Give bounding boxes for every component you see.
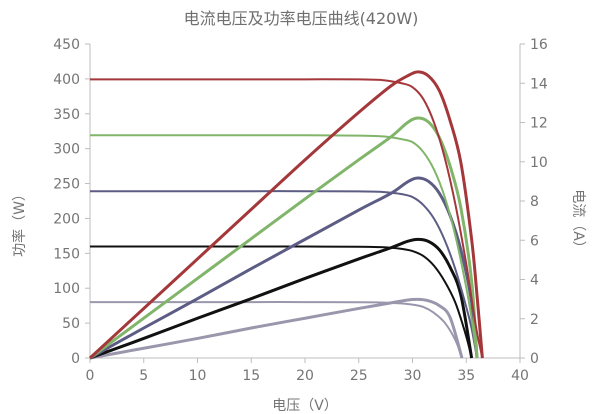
- y-right-tick-label: 10: [530, 155, 548, 171]
- y-right-tick-label: 4: [530, 273, 539, 289]
- y-right-axis-title: 电流（A）: [570, 189, 586, 255]
- axes: [85, 43, 525, 363]
- y-left-tick-label: 200: [53, 211, 80, 227]
- chart-title: 电流电压及功率电压曲线(420W): [184, 9, 419, 28]
- power-curve-0: [88, 70, 484, 360]
- y-right-tick-label: 6: [530, 233, 539, 249]
- current-curve-2: [89, 190, 478, 359]
- power-curve-4: [89, 297, 464, 360]
- y-left-tick-labels: 0 50 100 150 200 250 300 350 400 450: [53, 37, 80, 367]
- series-2: [89, 176, 479, 360]
- y-left-tick-label: 400: [53, 72, 80, 88]
- x-tick-label: 0: [86, 368, 95, 384]
- power-curve-3: [89, 237, 474, 360]
- y-right-tick-label: 14: [530, 76, 548, 92]
- x-tick-label: 20: [296, 368, 314, 384]
- y-right-tick-label: 2: [530, 312, 539, 328]
- current-curve-3: [90, 245, 473, 359]
- series-4: [89, 297, 464, 360]
- x-tick-label: 25: [350, 368, 368, 384]
- y-right-tick-label: 12: [530, 116, 548, 132]
- power-curve-2: [89, 176, 479, 360]
- y-right-tick-label: 16: [530, 37, 548, 53]
- y-left-tick-label: 100: [53, 281, 80, 297]
- power-curve-1: [89, 116, 479, 360]
- series-3: [89, 237, 474, 360]
- y-left-tick-label: 350: [53, 107, 80, 123]
- x-tick-label: 30: [404, 368, 422, 384]
- y-left-tick-label: 50: [62, 316, 80, 332]
- x-tick-labels: 0 5 10 15 20 25 30 35 40: [86, 368, 529, 384]
- current-curve-0: [90, 78, 484, 359]
- y-right-tick-label: 8: [530, 194, 539, 210]
- x-tick-label: 40: [511, 368, 529, 384]
- y-left-tick-label: 450: [53, 37, 80, 53]
- x-tick-label: 35: [457, 368, 475, 384]
- y-left-tick-label: 250: [53, 177, 80, 193]
- current-curve-4: [90, 301, 463, 359]
- series-1: [89, 116, 479, 360]
- y-left-tick-label: 300: [53, 142, 80, 158]
- y-left-tick-label: 0: [71, 351, 80, 367]
- x-tick-label: 10: [189, 368, 207, 384]
- series-0: [88, 70, 484, 360]
- y-right-tick-label: 0: [530, 351, 539, 367]
- x-tick-label: 15: [242, 368, 260, 384]
- x-tick-label: 5: [139, 368, 148, 384]
- x-axis-title: 电压（V）: [272, 398, 338, 414]
- series-layer: [88, 70, 484, 360]
- y-left-axis-title: 功率（W）: [11, 187, 28, 257]
- current-curve-1: [90, 134, 478, 359]
- y-left-tick-label: 150: [53, 246, 80, 262]
- y-right-tick-labels: 0 2 4 6 8 10 12 14 16: [530, 37, 548, 367]
